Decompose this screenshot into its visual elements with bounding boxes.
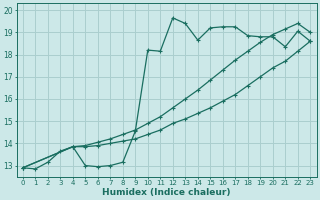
X-axis label: Humidex (Indice chaleur): Humidex (Indice chaleur) <box>102 188 231 197</box>
